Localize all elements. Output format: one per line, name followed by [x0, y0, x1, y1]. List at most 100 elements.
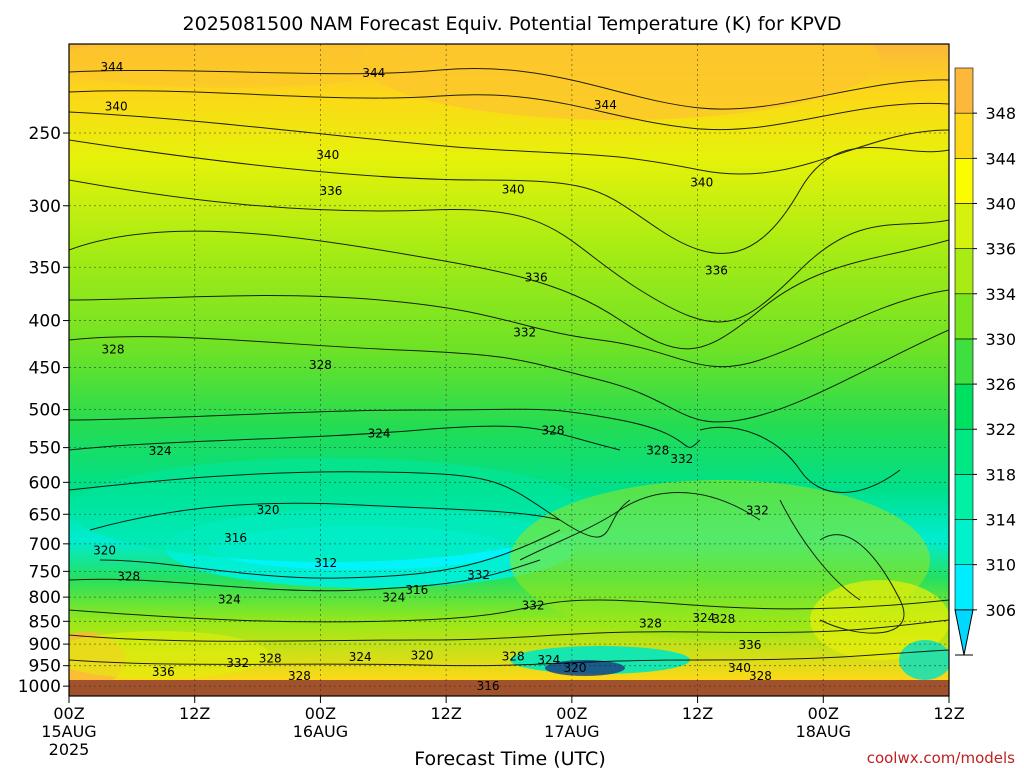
- plot-border: [68, 43, 950, 697]
- contour-label: 316: [405, 583, 428, 597]
- colorbar-label: 336: [985, 240, 1016, 259]
- x-tick-date: 18AUG: [796, 722, 851, 741]
- colorbar-swatch: [954, 158, 974, 204]
- contour-label: 328: [288, 669, 311, 683]
- contour-label: 344: [100, 60, 123, 74]
- colorbar-label: 340: [985, 194, 1016, 213]
- y-tick-label: 950: [29, 657, 61, 677]
- colorbar-label: 314: [985, 511, 1016, 530]
- x-tick-label: 00Z: [53, 704, 84, 723]
- colorbar: 306 310 314 318 322 326 330 334 336 340 344 348: [954, 67, 1016, 656]
- contour-label: 336: [319, 184, 342, 198]
- y-tick-label: 700: [29, 535, 61, 555]
- colorbar-label: 306: [985, 601, 1016, 620]
- credit-text: coolwx.com/models: [867, 749, 1015, 767]
- x-tick-label: 00Z: [556, 704, 587, 723]
- contour-label: 328: [309, 358, 332, 372]
- contour-label: 340: [502, 182, 525, 196]
- x-tick-label: 12Z: [682, 704, 713, 723]
- contour-label: 332: [670, 452, 693, 466]
- contour-label: 324: [692, 611, 715, 625]
- contour-label: 328: [646, 444, 669, 458]
- contour-label: 324: [349, 650, 372, 664]
- contour-label: 340: [105, 100, 128, 114]
- y-tick-label: 300: [29, 197, 61, 217]
- colorbar-swatch: [954, 428, 974, 475]
- contour-label: 336: [705, 264, 728, 278]
- x-tick-label: 12Z: [179, 704, 210, 723]
- colorbar-swatch: [954, 383, 974, 430]
- colorbar-label: 318: [985, 465, 1016, 484]
- colorbar-swatch: [954, 293, 974, 340]
- contour-label: 332: [522, 599, 545, 613]
- contour-label: 316: [477, 679, 500, 693]
- x-tick-date: 16AUG: [293, 722, 348, 741]
- contour-label: 336: [738, 638, 761, 652]
- y-tick-label: 350: [29, 258, 61, 278]
- x-tick-label: 12Z: [933, 704, 964, 723]
- contour-label: 320: [411, 648, 434, 662]
- y-tick-label: 600: [29, 473, 61, 493]
- colorbar-swatch: [954, 564, 974, 611]
- y-tick-label: 1000: [18, 677, 61, 697]
- contour-label: 340: [690, 176, 713, 190]
- y-tick-label: 500: [29, 401, 61, 421]
- terrain-strip: [69, 680, 949, 696]
- colorbar-label: 310: [985, 556, 1016, 575]
- contour-label: 340: [316, 148, 339, 162]
- colorbar-label: 322: [985, 420, 1016, 439]
- contour-label: 336: [525, 270, 548, 284]
- y-tick-label: 400: [29, 312, 61, 332]
- plot-field: [69, 44, 949, 680]
- colorbar-swatch: [954, 248, 974, 295]
- colorbar-label: 334: [985, 285, 1016, 304]
- grid-lines: [68, 44, 950, 696]
- y-tick-label: 450: [29, 359, 61, 379]
- y-tick-label: 900: [29, 635, 61, 655]
- contour-label: 332: [226, 656, 249, 670]
- x-tick-label: 12Z: [430, 704, 461, 723]
- contour-label: 320: [257, 503, 280, 517]
- x-tick-label: 00Z: [305, 704, 336, 723]
- contour-lines: [69, 67, 949, 667]
- y-tick-label: 650: [29, 505, 61, 525]
- colorbar-low-arrow: [954, 609, 974, 656]
- x-tick-label: 00Z: [808, 704, 839, 723]
- y-tick-label: 550: [29, 439, 61, 459]
- contour-label: 328: [639, 617, 662, 631]
- colorbar-swatch: [954, 474, 974, 520]
- contour-label: 324: [368, 427, 391, 441]
- chart-title: 2025081500 NAM Forecast Equiv. Potential…: [183, 13, 842, 35]
- colorbar-swatch: [954, 519, 974, 565]
- x-tick-date: 17AUG: [544, 722, 599, 741]
- contour-label: 324: [149, 444, 172, 458]
- colorbar-label: 330: [985, 330, 1016, 349]
- contour-label: 332: [513, 325, 536, 339]
- contour-label: 324: [537, 653, 560, 667]
- contour-label: 324: [218, 593, 241, 607]
- contour-label: 328: [259, 651, 282, 665]
- x-tick-year: 2025: [49, 740, 90, 759]
- colorbar-swatch: [954, 67, 974, 114]
- colorbar-swatch: [954, 112, 974, 159]
- contour-label: 344: [362, 66, 385, 80]
- y-tick-label: 800: [29, 588, 61, 608]
- contour-label: 340: [728, 661, 751, 675]
- contour-label: 320: [564, 661, 587, 675]
- y-tick-label: 750: [29, 562, 61, 582]
- contour-label: 328: [117, 570, 140, 584]
- contour-label: 332: [467, 568, 490, 582]
- contour-label: 344: [594, 98, 617, 112]
- contour-label: 332: [746, 504, 769, 518]
- y-tick-label: 250: [29, 124, 61, 144]
- y-tick-label: 850: [29, 612, 61, 632]
- colorbar-label: 326: [985, 375, 1016, 394]
- contour-label: 328: [542, 424, 565, 438]
- contour-label: 324: [382, 591, 405, 605]
- contour-label: 328: [102, 342, 125, 356]
- contour-label: 312: [314, 556, 337, 570]
- contour-label: 316: [224, 531, 247, 545]
